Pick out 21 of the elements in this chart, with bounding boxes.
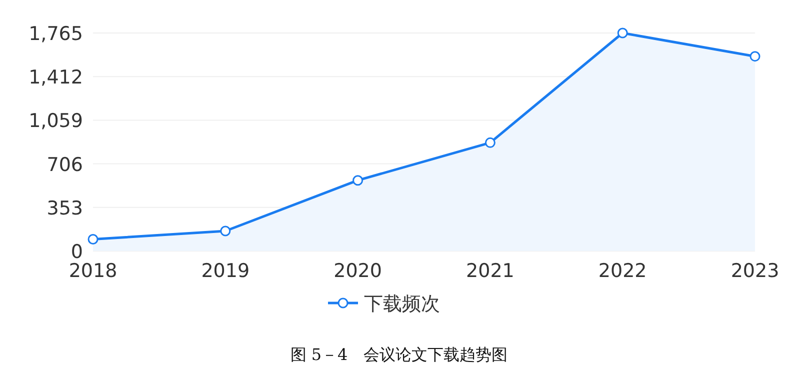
legend-label: 下载频次: [364, 293, 440, 315]
x-tick-label: 2018: [68, 260, 118, 282]
x-tick-label: 2019: [201, 260, 250, 282]
y-tick-label: 0: [70, 241, 83, 263]
point: [750, 51, 760, 62]
legend: 下载频次: [328, 293, 440, 315]
y-tick-label: 1,059: [28, 110, 83, 132]
point: [484, 137, 496, 148]
point: [88, 234, 98, 245]
y-tick-label: 706: [46, 154, 83, 176]
point: [220, 226, 231, 236]
point: [617, 28, 628, 38]
y-tick-label: 1,412: [28, 66, 83, 89]
x-tick-label: 2023: [730, 260, 780, 282]
y-tick-label: 353: [46, 197, 83, 220]
y-tick-label: 1,765: [28, 23, 83, 45]
x-tick-label: 2021: [466, 260, 514, 282]
point: [352, 175, 364, 186]
x-tick-label: 2020: [334, 260, 382, 282]
x-tick-label: 2022: [598, 260, 647, 282]
caption: 图 5－4 会议论文下载趋势图: [290, 345, 508, 364]
